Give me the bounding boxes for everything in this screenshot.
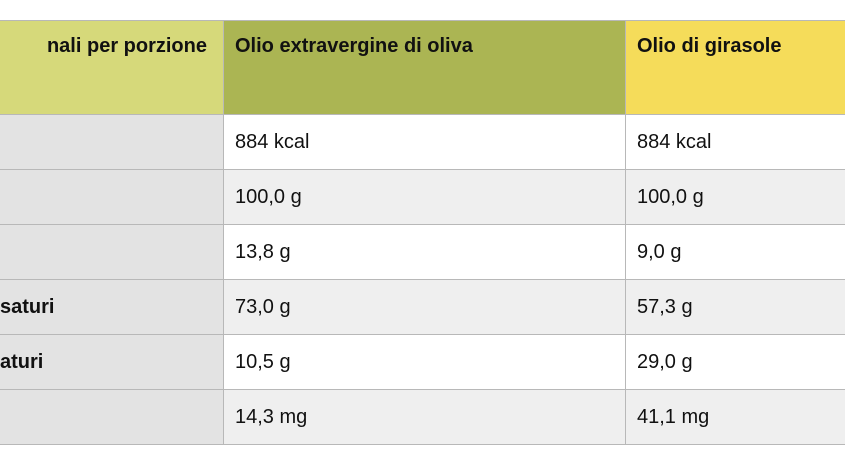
sunflower-value: 100,0 g (625, 169, 845, 225)
header-sunflower-oil: Olio di girasole (625, 20, 845, 115)
olive-value: 14,3 mg (223, 389, 626, 445)
table-row: 14,3 mg 41,1 mg (0, 389, 845, 445)
olive-value: 10,5 g (223, 334, 626, 390)
row-label: saturi (0, 279, 224, 335)
sunflower-value: 9,0 g (625, 224, 845, 280)
olive-value: 100,0 g (223, 169, 626, 225)
olive-value: 13,8 g (223, 224, 626, 280)
header-olive-oil: Olio extravergine di oliva (223, 20, 626, 115)
olive-value: 73,0 g (223, 279, 626, 335)
header-nutrients: nali per porzione (0, 20, 224, 115)
table-row: aturi 10,5 g 29,0 g (0, 334, 845, 390)
table-row: 100,0 g 100,0 g (0, 169, 845, 225)
row-label: aturi (0, 334, 224, 390)
row-label (0, 224, 224, 280)
row-label (0, 114, 224, 170)
table-row: saturi 73,0 g 57,3 g (0, 279, 845, 335)
sunflower-value: 884 kcal (625, 114, 845, 170)
sunflower-value: 57,3 g (625, 279, 845, 335)
sunflower-value: 41,1 mg (625, 389, 845, 445)
sunflower-value: 29,0 g (625, 334, 845, 390)
olive-value: 884 kcal (223, 114, 626, 170)
row-label (0, 389, 224, 445)
table-row: 884 kcal 884 kcal (0, 114, 845, 170)
header-row: nali per porzione Olio extravergine di o… (0, 20, 845, 115)
row-label (0, 169, 224, 225)
nutrition-comparison-table: nali per porzione Olio extravergine di o… (0, 20, 845, 445)
table-row: 13,8 g 9,0 g (0, 224, 845, 280)
